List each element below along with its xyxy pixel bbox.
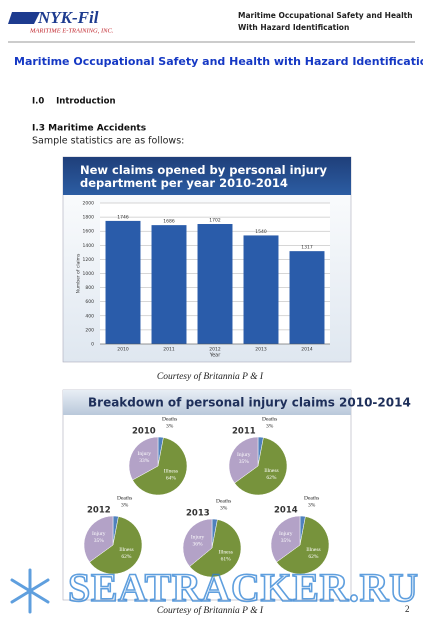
value-label: 1702: [209, 218, 221, 224]
page-number: 2: [405, 604, 410, 614]
slice-label: Illness: [219, 549, 233, 555]
slice-label: Illness: [264, 468, 278, 474]
slice-value: 3%: [266, 423, 274, 429]
header-title: With Hazard Identification: [238, 23, 349, 32]
y-tick-label: 0: [91, 342, 94, 348]
slice-value: 33%: [139, 458, 150, 464]
value-label: 1540: [255, 229, 267, 235]
slice-label: Deaths: [262, 416, 277, 422]
slice-label: Injury: [92, 531, 106, 537]
y-axis-label: Number of claims: [76, 253, 82, 293]
y-tick-label: 800: [85, 285, 94, 291]
slice-value: 62%: [121, 554, 132, 560]
y-tick-label: 1200: [83, 257, 95, 263]
pie-slice: [228, 436, 259, 484]
slice-label: Illness: [306, 547, 320, 553]
slice-value: 3%: [166, 423, 174, 429]
x-tick-label: 2013: [255, 347, 267, 353]
logo-flag: [8, 12, 40, 24]
chart-title-bar: [63, 390, 351, 415]
logo-tagline: MARITIME E-TRAINING, INC.: [29, 27, 114, 34]
slice-value: 3%: [121, 502, 129, 508]
slice-label: Injury: [138, 451, 152, 457]
slice-label: Injury: [279, 531, 293, 537]
x-axis-label: Year: [209, 353, 222, 359]
slice-label: Illness: [164, 469, 178, 475]
slice-value: 35%: [239, 459, 250, 465]
pie-slice: [234, 437, 288, 496]
slice-value: 35%: [94, 538, 105, 544]
pie-title: 2010: [132, 427, 156, 437]
slice-label: Deaths: [162, 416, 177, 422]
y-tick-label: 400: [85, 313, 94, 319]
bar: [197, 224, 233, 344]
section-heading: I.0 Introduction: [32, 97, 116, 107]
slice-value: 62%: [308, 554, 319, 560]
x-tick-label: 2012: [209, 347, 221, 353]
bar: [151, 225, 187, 344]
pie-slice: [276, 516, 330, 575]
slice-label: Illness: [119, 547, 133, 553]
y-tick-label: 1400: [83, 243, 95, 249]
y-tick-label: 1600: [83, 229, 95, 235]
x-tick-label: 2014: [301, 347, 313, 353]
pie-slice: [189, 519, 242, 578]
caption: Courtesy of Britannia P & I: [157, 371, 264, 382]
y-tick-label: 200: [85, 327, 94, 333]
slice-value: 62%: [266, 475, 277, 481]
document-title: Maritime Occupational Safety and Health …: [14, 55, 423, 68]
slice-label: Injury: [191, 534, 205, 540]
intro-text: Sample statistics are as follows:: [32, 136, 184, 147]
pie-title: 2014: [274, 506, 298, 516]
subsection-heading: I.3 Maritime Accidents: [32, 124, 146, 134]
pie-slice: [128, 436, 159, 481]
y-tick-label: 2000: [83, 201, 95, 207]
slice-value: 61%: [221, 556, 232, 562]
pie-title: 2012: [87, 506, 111, 516]
bar: [243, 235, 279, 344]
y-tick-label: 600: [85, 299, 94, 305]
watermark-icon: [10, 568, 50, 614]
header-title: Maritime Occupational Safety and Health: [238, 11, 413, 20]
slice-value: 35%: [281, 538, 292, 544]
pie-slice: [182, 518, 213, 567]
value-label: 1746: [117, 214, 129, 220]
slice-value: 64%: [166, 476, 177, 482]
pie-title: 2011: [232, 427, 256, 437]
pie-title: 2013: [186, 509, 210, 519]
slice-value: 3%: [308, 502, 316, 508]
chart-title: New claims opened by personal injury depa…: [80, 163, 328, 190]
chart-title-bar: [63, 157, 351, 195]
slice-label: Injury: [237, 452, 251, 458]
y-tick-label: 1000: [83, 271, 95, 277]
slice-label: Deaths: [304, 495, 319, 501]
value-label: 1686: [163, 219, 175, 225]
bar: [105, 220, 141, 344]
x-tick-label: 2010: [117, 347, 129, 353]
bar: [289, 251, 325, 344]
watermark-text: SEATRACKER.RU: [68, 565, 418, 610]
watermark: SEATRACKER.RU: [10, 564, 419, 614]
y-tick-label: 1800: [83, 215, 95, 221]
pie-slice: [83, 515, 114, 563]
slice-value: 36%: [193, 541, 204, 547]
value-label: 1317: [301, 245, 313, 251]
pie-slice: [89, 516, 143, 575]
slice-value: 3%: [220, 505, 228, 511]
x-tick-label: 2011: [163, 347, 175, 353]
chart-title: Breakdown of personal injury claims 2010…: [88, 396, 411, 410]
slice-label: Deaths: [117, 495, 132, 501]
pie-slice: [132, 437, 188, 496]
logo-name: NYK-Fil: [37, 8, 99, 27]
slice-label: Deaths: [216, 498, 231, 504]
caption: Courtesy of Britannia P & I: [157, 605, 264, 616]
pie-slice: [270, 515, 301, 563]
